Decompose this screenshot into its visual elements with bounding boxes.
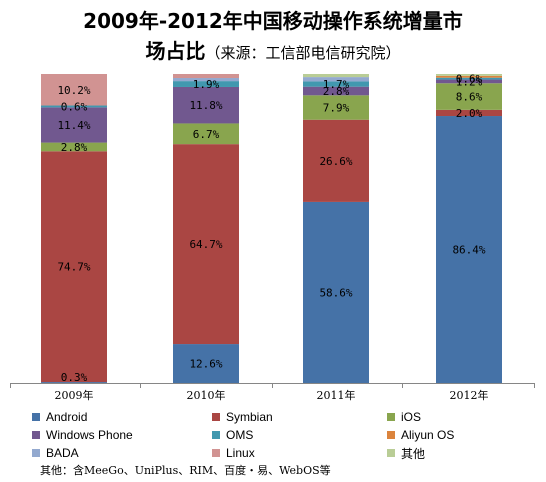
legend-label: iOS	[401, 410, 422, 424]
legend-swatch	[32, 413, 40, 421]
legend-swatch	[387, 431, 395, 439]
bar-segment	[436, 77, 502, 80]
bar-segment	[436, 74, 502, 76]
chart-title-line2: 场占比（来源：工信部电信研究院）	[0, 36, 546, 68]
data-label: 10.2%	[57, 84, 90, 97]
footnote: 其他：含MeeGo、UniPlus、RIM、百度・易、WebOS等	[40, 464, 331, 477]
chart-title-source: （来源：工信部电信研究院）	[205, 44, 401, 62]
bar-segment	[303, 86, 369, 96]
bar-segment	[303, 119, 369, 202]
data-label: 64.7%	[189, 238, 222, 251]
legend-label: OMS	[226, 428, 254, 442]
x-tick-label: 2011年	[317, 388, 356, 402]
legend-label: Linux	[226, 446, 255, 460]
bar-segment	[303, 95, 369, 120]
bar-segment	[41, 142, 107, 152]
bar-segment	[303, 81, 369, 87]
data-label: 2.8%	[61, 141, 88, 154]
bar-segment	[436, 83, 502, 110]
chart-title-line1: 2009年-2012年中国移动操作系统增量市	[83, 9, 463, 33]
bar-segment	[173, 123, 239, 145]
legend-label: Symbian	[226, 410, 273, 424]
data-label: 6.7%	[193, 128, 220, 141]
legend-item: iOS	[387, 409, 421, 425]
x-tick-label: 2010年	[187, 388, 226, 402]
legend-swatch	[32, 449, 40, 457]
data-label: 2.0%	[456, 107, 483, 120]
data-label: 7.9%	[323, 102, 350, 115]
bar-segment	[173, 74, 239, 79]
bar-segment	[41, 105, 107, 108]
data-label: 74.7%	[57, 261, 90, 274]
chart-title: 2009年-2012年中国移动操作系统增量市 场占比（来源：工信部电信研究院）	[0, 6, 546, 68]
bar-segment	[173, 144, 239, 345]
legend-item: Android	[32, 409, 87, 425]
bar-segment	[436, 79, 502, 84]
bar-segment	[41, 382, 107, 383]
legend-item: OMS	[212, 427, 253, 443]
bar-segment	[41, 151, 107, 383]
data-label: 86.4%	[452, 244, 485, 257]
data-label: 0.6%	[456, 73, 483, 86]
legend-swatch	[212, 449, 220, 457]
data-label: 58.6%	[319, 286, 352, 299]
data-label: 1.9%	[193, 78, 220, 91]
data-label: 26.6%	[319, 155, 352, 168]
data-label: 11.4%	[57, 119, 90, 132]
bar-segment	[41, 74, 107, 106]
bar-segment	[436, 109, 502, 117]
bar-segment	[303, 74, 369, 78]
bar-segment	[173, 78, 239, 82]
legend-swatch	[212, 413, 220, 421]
bar-segment	[303, 201, 369, 383]
legend-label: Windows Phone	[46, 428, 133, 442]
data-label: 2.8%	[323, 85, 350, 98]
legend-item: Windows Phone	[32, 427, 133, 443]
x-tick-label: 2009年	[55, 388, 94, 402]
data-label: 1.7%	[323, 78, 350, 91]
legend-swatch	[32, 431, 40, 439]
data-label: 1.2%	[456, 75, 483, 88]
bar-segment	[173, 344, 239, 383]
legend-item: 其他	[387, 445, 425, 461]
legend-label: Aliyun OS	[401, 428, 455, 442]
data-label: 0.3%	[61, 371, 88, 384]
bar-segment	[436, 116, 502, 384]
data-label: 12.6%	[189, 358, 222, 371]
bar-segment	[173, 81, 239, 87]
legend-swatch	[212, 431, 220, 439]
legend-item: Linux	[212, 445, 255, 461]
legend-label: BADA	[46, 446, 79, 460]
data-label: 8.6%	[456, 91, 483, 104]
legend-label: 其他	[401, 446, 426, 461]
data-label: 0.6%	[61, 100, 88, 113]
legend-swatch	[387, 413, 395, 421]
chart-title-main: 场占比	[145, 39, 206, 63]
legend-item: Symbian	[212, 409, 273, 425]
legend-label: Android	[46, 410, 88, 424]
legend-item: BADA	[32, 445, 79, 461]
bar-segment	[303, 77, 369, 82]
bar-segment	[173, 86, 239, 124]
data-label: 11.8%	[189, 99, 222, 112]
legend-item: Aliyun OS	[387, 427, 454, 443]
bar-segment	[41, 107, 107, 143]
bar-segment	[436, 75, 502, 78]
stacked-bar-chart: 0.3% 74.7% 2.8% 11.4% 0.6% 10.2% 12.6% 64.7% 6.7…	[10, 73, 535, 402]
legend-swatch	[387, 449, 395, 457]
x-tick-label: 2012年	[450, 388, 489, 402]
